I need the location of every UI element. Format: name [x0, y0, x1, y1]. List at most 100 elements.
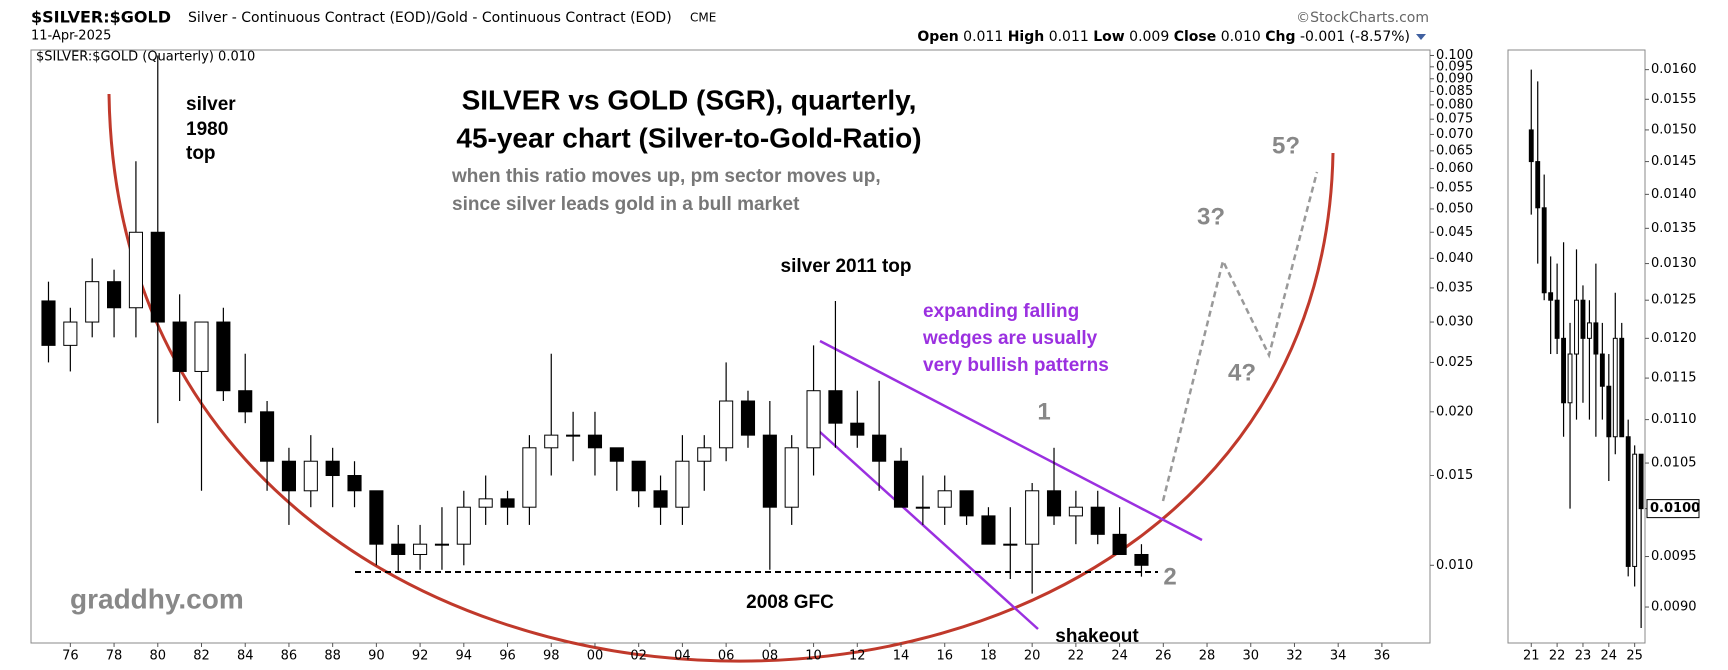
x-tick-label: 28	[1199, 649, 1216, 664]
x-tick-label: 02	[630, 649, 647, 664]
y-tick-label: 0.0155	[1651, 92, 1697, 107]
x-tick-label: 90	[368, 649, 385, 664]
candle-body	[1112, 533, 1127, 555]
x-tick-label: 86	[281, 649, 298, 664]
x-tick-label: 82	[193, 649, 210, 664]
y-tick-label: 0.0125	[1651, 293, 1697, 308]
candle-body	[194, 321, 209, 372]
annotation: 2008 GFC	[746, 592, 834, 613]
quote: Open 0.011 High 0.011 Low 0.009 Close 0.…	[917, 29, 1410, 45]
candle-body	[1046, 490, 1062, 517]
y-tick-label: 0.015	[1436, 468, 1473, 483]
candle-body	[150, 231, 165, 323]
y-tick-label: 0.030	[1436, 315, 1473, 330]
menu-arrow[interactable]	[1416, 34, 1426, 40]
candle-body	[1541, 207, 1547, 294]
y-tick-label: 0.040	[1436, 251, 1473, 266]
y-tick-label: 0.050	[1436, 201, 1473, 216]
candle-body	[937, 490, 952, 508]
y-tick-label: 0.020	[1436, 404, 1473, 419]
legend-label: $SILVER:$GOLD (Quarterly) 0.010	[36, 50, 255, 65]
quote-value: 0.009	[1129, 29, 1169, 45]
y-tick-label: 0.065	[1436, 143, 1473, 158]
x-tick-label: 22	[1549, 649, 1566, 664]
date: 11-Apr-2025	[31, 29, 111, 44]
quote-value: 0.011	[1049, 29, 1089, 45]
candle-body	[893, 460, 909, 508]
candle-body	[1593, 322, 1599, 355]
candle-body	[1599, 353, 1605, 387]
x-tick-label: 96	[499, 649, 516, 664]
x-tick-label: 25	[1626, 649, 1643, 664]
wave-label: 2	[1163, 563, 1176, 590]
annotation: very bullish patterns	[923, 355, 1109, 376]
chart-title: 45-year chart (Silver-to-Gold-Ratio)	[456, 122, 921, 153]
last-value-label: 0.0100	[1650, 501, 1700, 516]
wedge-lower	[809, 422, 1039, 630]
x-tick-label: 24	[1111, 649, 1128, 664]
candle-body	[1548, 292, 1554, 301]
candle-body	[434, 543, 450, 546]
candle-body	[1574, 299, 1579, 355]
x-tick-label: 76	[62, 649, 79, 664]
annotation: wedges are usually	[922, 328, 1098, 349]
last-value-box	[1646, 499, 1700, 519]
candle-body	[1606, 385, 1612, 438]
symbol: $SILVER:$GOLD	[31, 8, 171, 27]
exchange: CME	[690, 11, 716, 25]
x-tick-label: 88	[324, 649, 341, 664]
main-panel	[30, 49, 1431, 644]
candle-body	[500, 498, 515, 508]
candle-body	[806, 390, 821, 449]
x-tick-label: 04	[674, 649, 691, 664]
quote-label: Open	[917, 29, 958, 45]
candle-body	[1619, 337, 1625, 438]
candle-body	[850, 422, 865, 436]
candle-body	[391, 543, 406, 555]
y-tick-label: 0.0145	[1651, 154, 1697, 169]
subtitle: since silver leads gold in a bull market	[452, 194, 800, 215]
x-tick-label: 24	[1601, 649, 1618, 664]
y-tick-label: 0.055	[1436, 180, 1473, 195]
x-tick-label: 94	[456, 649, 473, 664]
candle-body	[1580, 299, 1586, 339]
x-tick-label: 78	[106, 649, 123, 664]
candle-body	[719, 400, 734, 449]
candle-body	[828, 390, 843, 424]
candle-body	[1612, 337, 1618, 438]
candle-body	[260, 411, 275, 462]
y-tick-label: 0.0115	[1651, 371, 1697, 386]
wave-label: 3?	[1197, 203, 1225, 230]
candle-body	[107, 281, 122, 309]
y-tick-label: 0.0135	[1651, 221, 1697, 236]
marks: 0.010 0.015 0.020 0.025 0.030 0.035 0.040 0.045…	[41, 48, 1700, 664]
y-tick-label: 0.080	[1436, 97, 1473, 112]
candle-body	[609, 447, 624, 462]
candle-body	[238, 390, 253, 413]
candle-body	[128, 231, 143, 309]
y-tick-label: 0.0130	[1651, 256, 1697, 271]
x-tick-label: 00	[587, 649, 604, 664]
candle-body	[1554, 299, 1560, 339]
x-tick-label: 80	[150, 649, 167, 664]
description: Silver - Continuous Contract (EOD)/Gold …	[188, 10, 672, 26]
candle-body	[325, 460, 340, 477]
y-tick-label: 0.0110	[1651, 412, 1697, 427]
quote-label: Close	[1174, 29, 1217, 45]
annotation: 1980	[186, 119, 228, 140]
candle-body	[631, 460, 646, 492]
candle-body	[1625, 436, 1631, 567]
watermark: graddhy.com	[70, 583, 244, 614]
candle-body	[544, 434, 559, 449]
annotation: silver 2011 top	[781, 256, 912, 277]
candle-body	[784, 447, 799, 508]
candle-body	[697, 447, 712, 462]
candle-body	[740, 400, 756, 436]
y-tick-label: 0.0090	[1651, 600, 1697, 615]
candle-body	[281, 460, 296, 492]
wave-label: 4?	[1228, 359, 1256, 386]
annotation: expanding falling	[923, 301, 1079, 322]
x-tick-label: 26	[1155, 649, 1172, 664]
candle-body	[1090, 506, 1105, 535]
x-tick-label: 22	[1068, 649, 1085, 664]
